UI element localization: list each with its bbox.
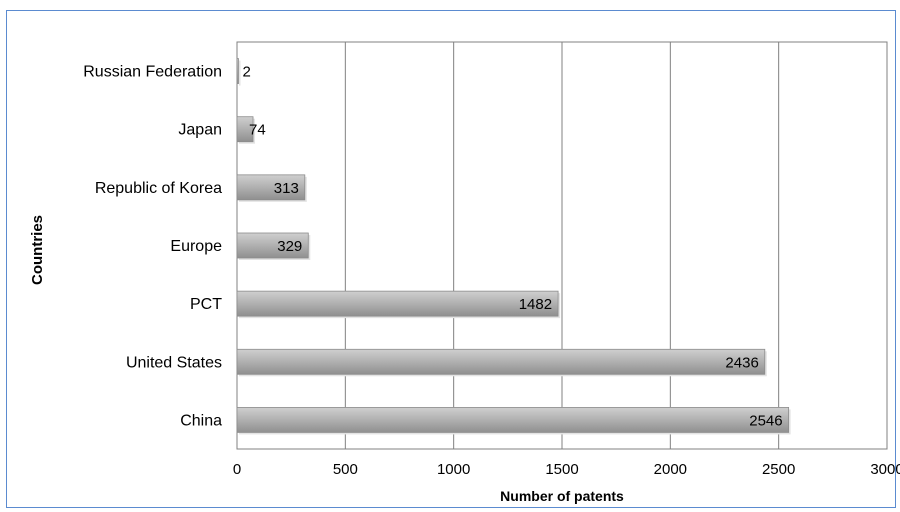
category-label: Russian Federation bbox=[83, 64, 222, 81]
bar bbox=[236, 174, 306, 201]
category-labels: Russian Federation Japan Republic of Korea… bbox=[83, 64, 222, 430]
data-label: 1482 bbox=[519, 296, 552, 313]
category-label: China bbox=[180, 412, 222, 429]
data-label: 2436 bbox=[725, 354, 758, 371]
bar bbox=[236, 290, 559, 317]
data-label: 2 bbox=[243, 64, 251, 81]
bar bbox=[236, 407, 790, 433]
bar bbox=[236, 116, 254, 143]
bar-shadow bbox=[239, 60, 241, 86]
x-axis-title: Number of patents bbox=[500, 488, 624, 504]
x-tick-label: 0 bbox=[233, 461, 241, 478]
y-axis-title: Countries bbox=[29, 215, 46, 285]
category-label: United States bbox=[126, 354, 222, 371]
data-label: 313 bbox=[274, 180, 299, 197]
bars: 2 74 313 329 1482 2436 2546 bbox=[236, 58, 791, 435]
data-label: 74 bbox=[249, 122, 266, 139]
x-tick-label: 500 bbox=[333, 461, 358, 478]
bar bbox=[236, 232, 309, 259]
category-label: Europe bbox=[170, 238, 222, 255]
data-label: 329 bbox=[277, 238, 302, 255]
x-tick-label: 2000 bbox=[654, 461, 687, 478]
category-label: PCT bbox=[190, 296, 222, 313]
data-label: 2546 bbox=[749, 412, 782, 429]
category-label: Japan bbox=[178, 122, 222, 139]
x-tick-label: 3000 bbox=[870, 461, 900, 478]
x-tick-label: 1000 bbox=[437, 461, 470, 478]
bar bbox=[236, 348, 766, 375]
x-tick-label: 1500 bbox=[545, 461, 578, 478]
x-tick-labels: 0 500 1000 1500 2000 2500 3000 bbox=[233, 461, 900, 478]
category-label: Republic of Korea bbox=[95, 180, 222, 197]
gridlines bbox=[344, 42, 780, 449]
x-tick-label: 2500 bbox=[762, 461, 795, 478]
bar bbox=[236, 58, 239, 84]
